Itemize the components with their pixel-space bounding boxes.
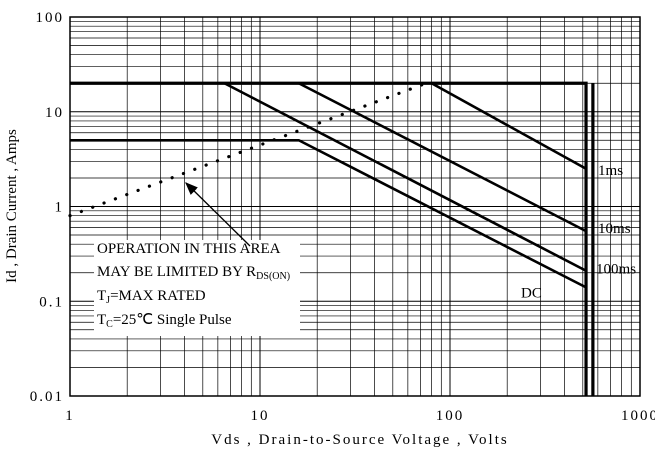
annotation-line: TJ=MAX RATED — [97, 288, 206, 306]
grid — [69, 16, 641, 397]
annotation: OPERATION IN THIS AREA MAY BE LIMITED BY … — [97, 241, 290, 330]
annotation-text: T — [97, 312, 106, 328]
annotation-text: OPERATION IN THIS AREA — [97, 241, 281, 257]
series-line — [223, 82, 587, 272]
series-label: 1ms — [598, 163, 623, 179]
boundary-line — [70, 81, 588, 396]
y-axis-label: Id , Drain Current , Amps — [4, 129, 20, 283]
plot-frame — [69, 16, 641, 397]
annotation-text: MAY BE LIMITED BY R — [97, 264, 256, 280]
series-line — [70, 138, 587, 289]
x-tick-label: 100 — [436, 408, 465, 424]
x-tick-label: 1 — [65, 408, 75, 424]
annotation-text: T — [97, 288, 106, 304]
y-tick-label: 1 — [55, 200, 65, 216]
series-line — [298, 82, 587, 233]
series-label: 100ms — [596, 262, 636, 278]
annotation-line: TC=25℃ Single Pulse — [97, 312, 232, 330]
y-tick-label: 10 — [45, 105, 64, 121]
annotation-line: OPERATION IN THIS AREA — [97, 241, 281, 257]
annotation-line: MAY BE LIMITED BY RDS(ON) — [97, 264, 290, 282]
annotation-text: =25℃ Single Pulse — [113, 312, 232, 328]
series-line — [430, 82, 587, 170]
annotation-box — [94, 240, 300, 336]
annotation-text: =MAX RATED — [110, 288, 206, 304]
y-tick-label: 0.01 — [30, 389, 64, 405]
annotation-subscript: DS(ON) — [256, 271, 290, 282]
annotation-subscript: C — [106, 319, 113, 330]
marks — [68, 81, 595, 396]
annotation-subscript: J — [106, 295, 110, 306]
y-tick-label: 100 — [36, 10, 65, 26]
x-axis-label: Vds , Drain-to-Source Voltage , Volts — [211, 432, 508, 448]
series-label: DC — [521, 285, 542, 301]
series-label: 10ms — [598, 221, 631, 237]
x-tick-label: 10 — [251, 408, 270, 424]
annotation-arrow — [185, 182, 251, 247]
y-tick-label: 0.1 — [39, 294, 64, 310]
